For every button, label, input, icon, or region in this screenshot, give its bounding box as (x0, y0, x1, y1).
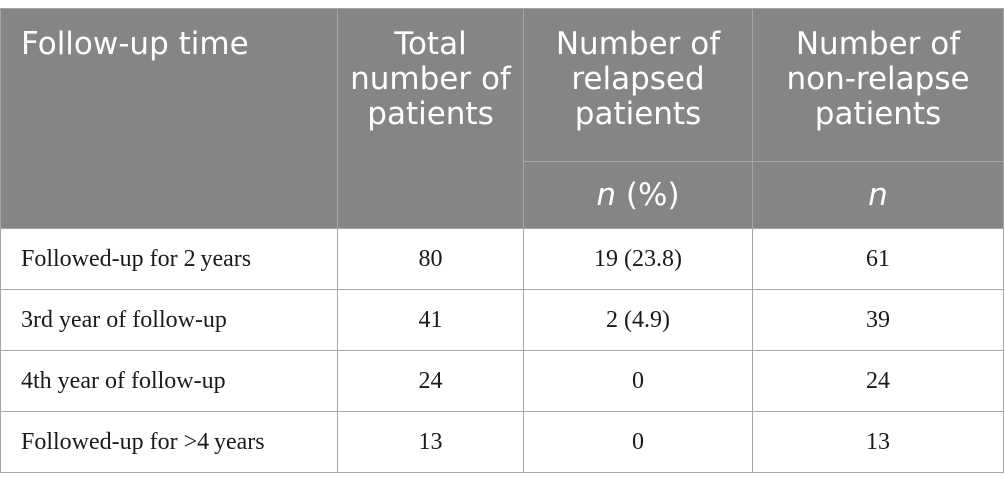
row-label: Followed-up for >4 years (0, 411, 338, 473)
row-label: 4th year of follow-up (0, 350, 338, 412)
header-follow-up-time: Follow-up time (0, 8, 338, 229)
cell-total: 24 (337, 350, 524, 412)
table-header: Follow-up time Total number of patients … (0, 8, 1004, 229)
cell-total: 80 (337, 228, 524, 290)
table-row: 3rd year of follow-up 41 2 (4.9) 39 (0, 289, 1004, 351)
cell-non-relapse: 39 (752, 289, 1004, 351)
cell-total: 13 (337, 411, 524, 473)
cell-non-relapse: 13 (752, 411, 1004, 473)
relapsed-unit-n: n (596, 176, 617, 213)
header-row: Follow-up time Total number of patients … (0, 8, 1004, 229)
header-relapsed-patients: Number of relapsed patients (523, 8, 753, 162)
header-total-patients: Total number of patients (337, 8, 524, 229)
header-unit-row: n (%) n (1, 161, 1004, 229)
cell-relapsed: 0 (523, 350, 753, 412)
cell-total: 41 (337, 289, 524, 351)
cell-non-relapse: 61 (752, 228, 1004, 290)
table-body: Followed-up for 2 years 80 19 (23.8) 61 … (0, 228, 1004, 473)
cell-relapsed: 19 (23.8) (523, 228, 753, 290)
cell-relapsed: 2 (4.9) (523, 289, 753, 351)
table-row: Followed-up for >4 years 13 0 13 (0, 411, 1004, 473)
header-relapsed-unit: n (%) (523, 161, 753, 229)
row-label: Followed-up for 2 years (0, 228, 338, 290)
header-non-relapse-unit: n (752, 161, 1004, 229)
follow-up-table: Follow-up time Total number of patients … (0, 8, 1004, 473)
cell-non-relapse: 24 (752, 350, 1004, 412)
cell-relapsed: 0 (523, 411, 753, 473)
table-row: Followed-up for 2 years 80 19 (23.8) 61 (0, 228, 1004, 290)
header-non-relapse-patients: Number of non-relapse patients (752, 8, 1004, 162)
row-label: 3rd year of follow-up (0, 289, 338, 351)
table-row: 4th year of follow-up 24 0 24 (0, 350, 1004, 412)
relapsed-unit-pct: (%) (616, 176, 680, 213)
